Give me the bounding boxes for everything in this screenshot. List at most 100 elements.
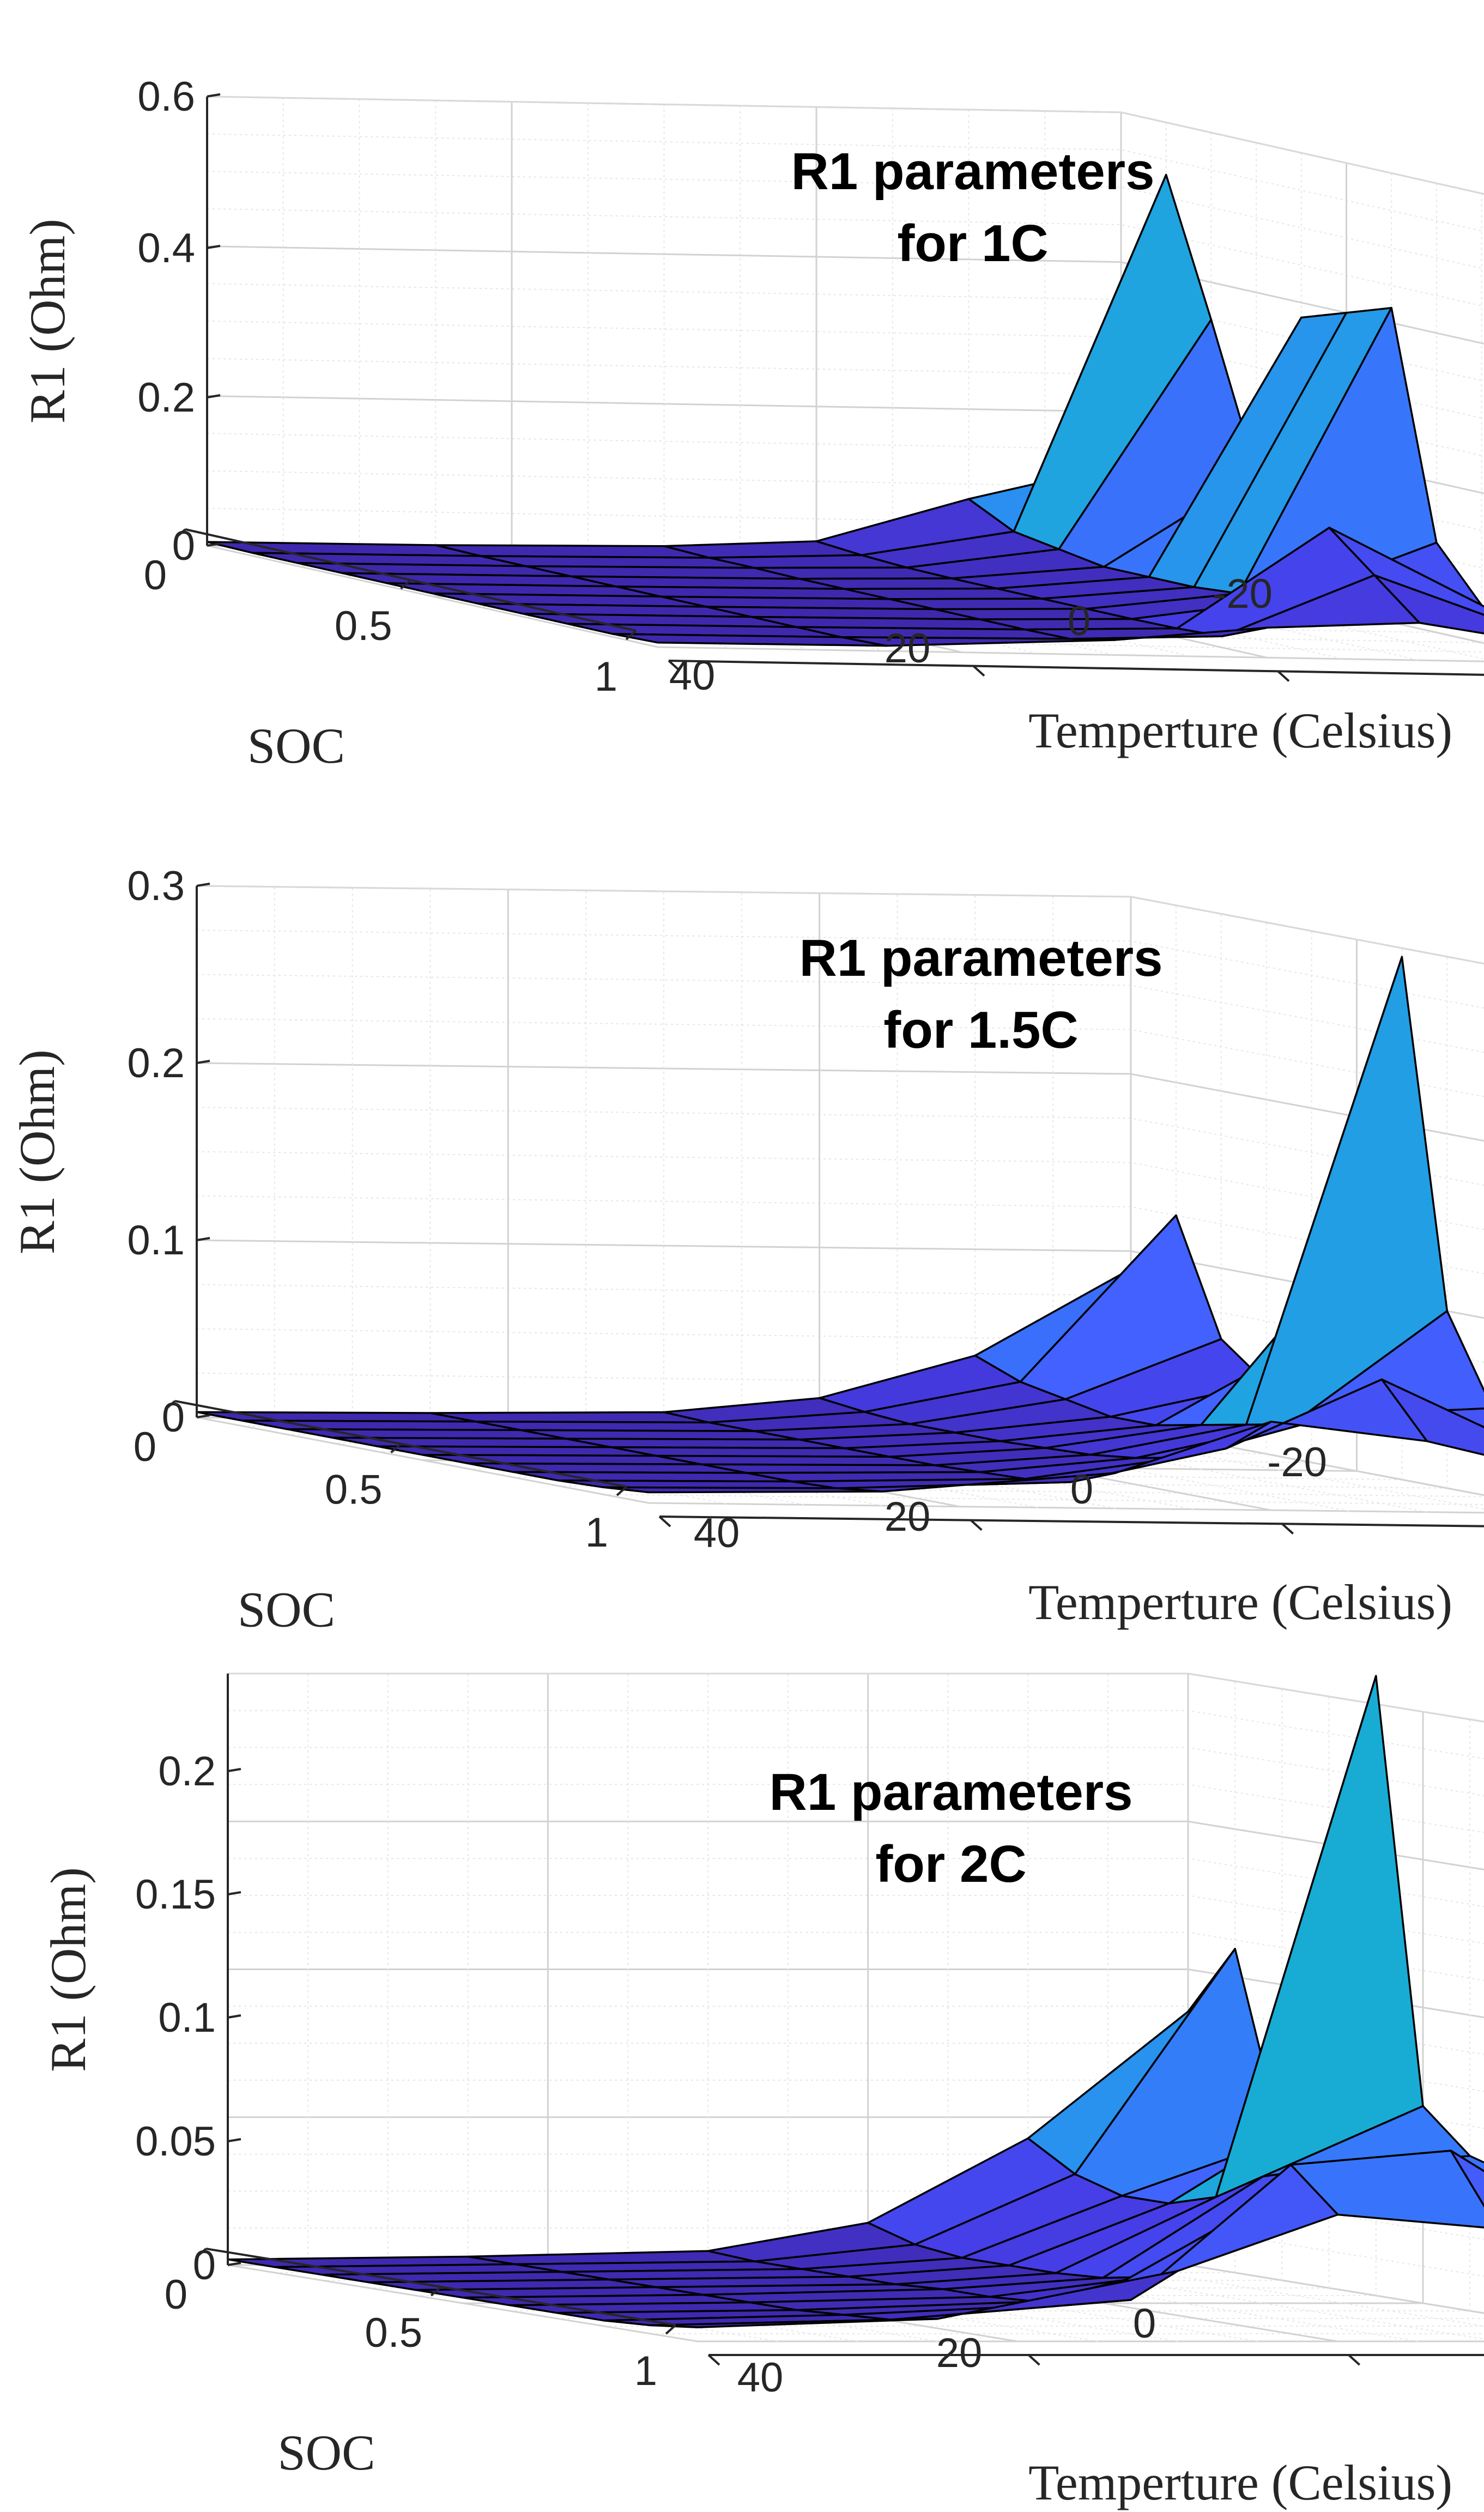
floor-grid-line — [648, 1502, 1484, 1514]
z-tick-mark — [207, 542, 221, 547]
z-tick-mark — [227, 2138, 241, 2142]
z-tick-mark — [227, 1891, 241, 1895]
surface-plot-1c: 0 0.2 0.4 0.6 0 0.5 1 40 20 0 -20 R1 (Ohm) SOC Temper… — [20, 74, 1484, 774]
z-tick-mark — [227, 2014, 241, 2019]
z-tick-mark — [207, 245, 221, 249]
surface-patch — [650, 2317, 939, 2328]
plot-axes — [195, 1674, 1484, 2366]
z-tick-mark — [207, 93, 221, 98]
plot-axes — [174, 93, 1484, 682]
temperature-axis-label: Temperture (Celsius) — [1028, 1574, 1452, 1630]
wall-grid-line — [228, 1858, 1484, 1907]
floor-grid-line — [207, 545, 658, 648]
soc-tick-label: 1 — [585, 1509, 608, 1556]
chart-title-line: for 1.5C — [883, 1001, 1078, 1059]
wall-grid-line — [207, 171, 1484, 270]
z-axis-label: R1 (Ohm) — [20, 219, 75, 424]
z-tick-mark — [196, 1060, 210, 1064]
soc-tick-mark — [164, 1400, 176, 1411]
soc-tick-mark — [195, 2248, 207, 2259]
wall-grid-line — [207, 133, 1484, 232]
z-tick-label: 0.6 — [137, 74, 195, 120]
z-tick-label: 0.1 — [127, 1217, 185, 1264]
soc-tick-label: 0.5 — [335, 603, 392, 649]
wall-grid-line — [207, 208, 1484, 307]
temperature-tick-mark — [970, 1519, 983, 1531]
z-tick-label: 0.3 — [127, 863, 185, 909]
z-tick-mark — [196, 1237, 210, 1241]
plot-labels: 0 0.2 0.4 0.6 0 0.5 1 40 20 0 -20 R1 (Ohm) SOC Temper… — [20, 74, 1452, 774]
temperature-axis-line — [668, 660, 1484, 676]
floor-grid-line — [227, 2264, 698, 2342]
temperature-tick-label: 20 — [936, 2330, 983, 2376]
soc-tick-label: 0.5 — [325, 1467, 383, 1513]
soc-tick-mark — [400, 579, 411, 590]
wall-grid-line — [228, 1820, 1484, 1871]
chart-title-line: for 1C — [897, 214, 1048, 273]
wall-grid-line — [207, 358, 1484, 457]
z-tick-mark — [227, 2262, 241, 2266]
temperature-axis-label: Temperture (Celsius) — [1028, 703, 1452, 758]
temperature-tick-label: 40 — [669, 653, 716, 699]
z-tick-label: 0.4 — [137, 225, 195, 271]
box-outline — [228, 1672, 1484, 1723]
wall-grid-line — [196, 974, 1484, 1053]
z-tick-mark — [196, 883, 210, 887]
surface-plot-1-5c: 0 0.1 0.2 0.3 0 0.5 1 40 20 0 -20 R1 (Ohm) SOC Temper… — [9, 863, 1484, 1638]
temperature-tick-mark — [1281, 1523, 1294, 1535]
z-axis-label: R1 (Ohm) — [40, 1867, 96, 2072]
chart-title-line: for 2C — [875, 1835, 1026, 1893]
plot-labels: 0 0.1 0.2 0.3 0 0.5 1 40 20 0 -20 R1 (Ohm) SOC Temper… — [9, 863, 1452, 1638]
temperature-tick-mark — [707, 2354, 720, 2366]
wall-grid-line — [207, 283, 1484, 382]
surface-patch — [602, 1486, 883, 1494]
soc-tick-mark — [625, 630, 637, 641]
temperature-tick-mark — [658, 1515, 671, 1527]
z-tick-label: 0.15 — [135, 1871, 216, 1918]
soc-tick-label: 0.5 — [365, 2310, 422, 2356]
chart-title-line: R1 parameters — [799, 929, 1162, 987]
z-axis-label: R1 (Ohm) — [9, 1049, 65, 1254]
wall-grid-line — [228, 1672, 1484, 1723]
surface-mesh — [196, 956, 1484, 1494]
wall-grid-line — [207, 321, 1484, 419]
box-outline — [196, 885, 1484, 965]
soc-tick-mark — [616, 1486, 628, 1496]
z-tick-label: 0 — [193, 2242, 216, 2288]
wall-grid-line — [196, 1062, 1484, 1142]
soc-tick-label: 1 — [595, 654, 617, 700]
soc-tick-label: 0 — [134, 1424, 156, 1470]
wall-grid-line — [196, 1151, 1484, 1230]
floor-grid-line — [657, 646, 1484, 662]
wall-grid-line — [196, 1018, 1484, 1097]
temperature-tick-label: 40 — [737, 2354, 784, 2401]
floor-grid-line — [196, 1416, 649, 1504]
temperature-tick-mark — [668, 660, 681, 672]
temperature-tick-label: 0 — [1070, 1466, 1093, 1513]
temperature-tick-label: -20 — [1213, 571, 1273, 617]
chart-title-line: R1 parameters — [791, 142, 1154, 201]
z-tick-label: 0.2 — [127, 1040, 185, 1086]
soc-axis-label: SOC — [238, 1582, 335, 1638]
temperature-tick-label: 20 — [885, 1494, 931, 1540]
temperature-tick-label: -20 — [1267, 1439, 1327, 1486]
z-tick-label: 0 — [172, 523, 195, 569]
surface-patch — [611, 633, 888, 647]
plot-labels: 0 0.05 0.1 0.15 0.2 0 0.5 1 40 20 0 R1 (Ohm) SOC Temp… — [40, 1748, 1452, 2510]
temperature-tick-mark — [1277, 670, 1290, 682]
soc-axis-label: SOC — [247, 718, 345, 774]
z-tick-mark — [227, 1768, 241, 1772]
surface-plot-2c: 0 0.05 0.1 0.15 0.2 0 0.5 1 40 20 0 R1 (Ohm) SOC Temp… — [40, 1672, 1484, 2510]
temperature-tick-label: 20 — [885, 625, 931, 672]
soc-tick-label: 0 — [144, 552, 167, 599]
z-tick-mark — [196, 1414, 210, 1418]
temperature-axis-label: Temperture (Celsius) — [1028, 2455, 1452, 2510]
chart-title-line: R1 parameters — [769, 1763, 1132, 1821]
soc-axis-label: SOC — [278, 2425, 375, 2480]
temperature-tick-label: 0 — [1068, 598, 1091, 644]
wall-grid-line — [196, 1107, 1484, 1186]
z-tick-label: 0.2 — [137, 375, 195, 421]
soc-tick-label: 0 — [165, 2272, 187, 2318]
temperature-tick-mark — [972, 665, 985, 677]
